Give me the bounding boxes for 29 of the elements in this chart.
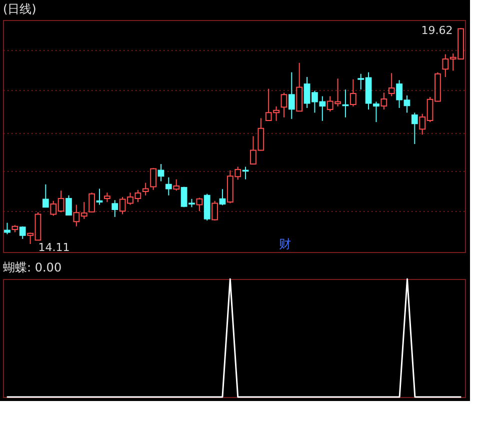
candlestick bbox=[296, 62, 303, 112]
candlestick bbox=[88, 192, 95, 213]
candlestick bbox=[158, 164, 164, 182]
candlestick bbox=[280, 92, 288, 118]
candlestick bbox=[4, 222, 10, 235]
candlestick bbox=[288, 72, 295, 120]
candlestick bbox=[204, 193, 210, 221]
candlestick bbox=[411, 112, 418, 145]
candlestick bbox=[66, 194, 72, 216]
candlestick bbox=[42, 184, 49, 208]
candlestick bbox=[112, 200, 118, 218]
chart-title: 蝴蝶: 0.00 bbox=[3, 260, 62, 274]
candlestick bbox=[173, 178, 180, 192]
candlestick bbox=[150, 167, 156, 190]
candlestick bbox=[350, 78, 356, 107]
annotation: 19.62 bbox=[421, 24, 453, 37]
annotation: 14.11 bbox=[38, 241, 70, 254]
candlestick bbox=[96, 188, 103, 206]
candlestick bbox=[196, 197, 203, 212]
chart-title: (日线) bbox=[3, 2, 36, 16]
candlestick bbox=[165, 176, 172, 196]
candlestick bbox=[212, 200, 218, 221]
candlestick bbox=[142, 182, 149, 196]
candlestick bbox=[19, 226, 26, 240]
annotation: 财 bbox=[278, 237, 291, 251]
candlestick bbox=[104, 192, 110, 203]
candlestick bbox=[219, 188, 226, 206]
candlestick bbox=[380, 92, 388, 110]
candlestick bbox=[388, 72, 395, 97]
